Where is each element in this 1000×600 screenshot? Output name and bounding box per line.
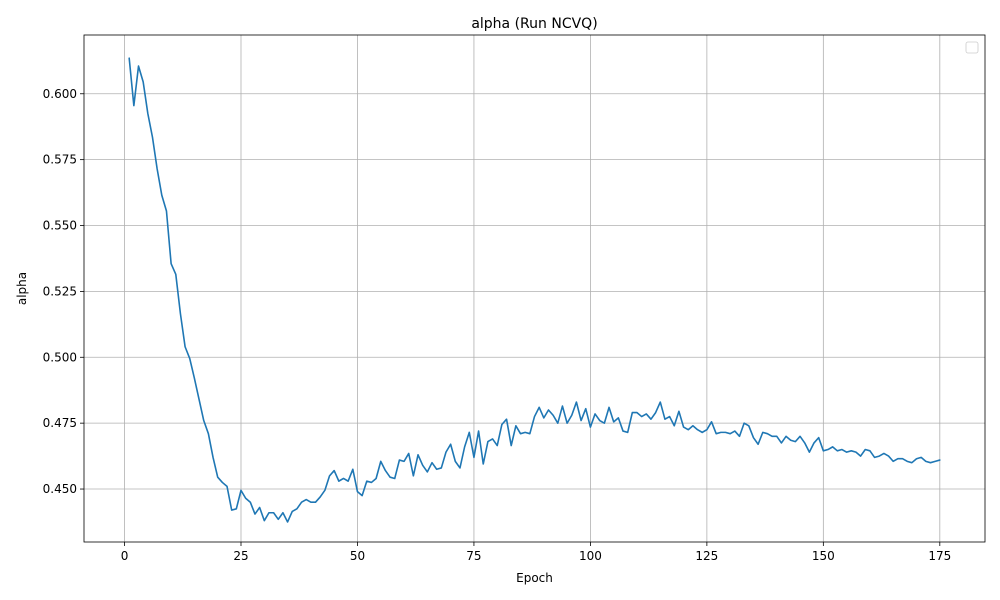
y-tick-label: 0.575 (43, 153, 77, 167)
x-tick-label: 150 (812, 549, 835, 563)
x-tick-label: 0 (121, 549, 129, 563)
y-tick-label: 0.475 (43, 416, 77, 430)
y-tick-label: 0.450 (43, 482, 77, 496)
x-axis-label: Epoch (516, 571, 553, 585)
plot-frame (83, 34, 986, 543)
x-axis-ticks: 0 25 50 75 100 125 150 175 (121, 542, 951, 563)
legend (965, 41, 979, 54)
x-tick-label: 50 (350, 549, 365, 563)
chart-title: alpha (Run NCVQ) (471, 16, 597, 32)
series-layer (128, 57, 941, 523)
x-tick-label: 100 (579, 549, 602, 563)
grid-lines (84, 35, 985, 542)
y-axis-ticks: 0.450 0.475 0.500 0.525 0.550 0.575 0.600 (43, 87, 84, 496)
x-tick-label: 75 (466, 549, 481, 563)
x-tick-label: 175 (928, 549, 951, 563)
y-tick-label: 0.550 (43, 219, 77, 233)
y-tick-label: 0.525 (43, 284, 77, 298)
x-tick-label: 25 (233, 549, 248, 563)
y-tick-label: 0.500 (43, 350, 77, 364)
y-axis-label: alpha (15, 272, 29, 305)
series-line-alpha (128, 57, 941, 523)
y-tick-label: 0.600 (43, 87, 77, 101)
x-tick-label: 125 (695, 549, 718, 563)
